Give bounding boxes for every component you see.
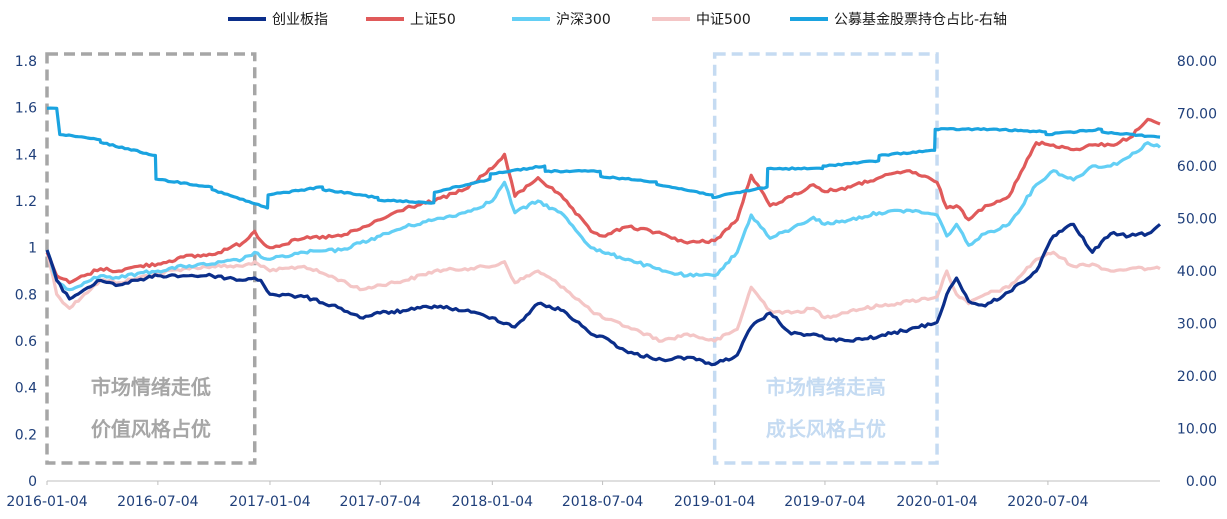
y-left-tick-label: 0.4 <box>15 381 37 397</box>
x-tick-label: 2020-01-04 <box>896 494 977 510</box>
annotation-label: 市场情绪走高 <box>766 375 886 399</box>
annotation-box <box>712 52 939 465</box>
y-right-tick-label: 10.00 <box>1177 422 1217 438</box>
y-right-tick-label: 30.00 <box>1177 317 1217 333</box>
x-tick-label: 2019-01-04 <box>674 494 755 510</box>
series-line-4 <box>46 106 1161 210</box>
y-left-tick-label: 0.2 <box>15 427 37 443</box>
x-tick-label: 2018-07-04 <box>562 494 643 510</box>
y-right-tick-label: 70.00 <box>1177 107 1217 123</box>
x-tick-label: 2019-07-04 <box>784 494 865 510</box>
y-right-tick-label: 40.00 <box>1177 264 1217 280</box>
series-line-1 <box>45 117 1161 285</box>
y-left-tick-label: 0.8 <box>15 287 37 303</box>
legend-label: 中证500 <box>696 12 751 28</box>
y-left-tick-label: 1.6 <box>15 101 37 117</box>
y-right-tick-label: 50.00 <box>1177 212 1217 228</box>
annotation-label: 价值风格占优 <box>91 417 211 441</box>
annotation-box <box>45 52 257 465</box>
legend: 创业板指 上证50 沪深300 中证500 公募基金股票持仓占比-右轴 <box>228 11 1007 28</box>
series-line-0 <box>45 222 1162 367</box>
legend-label: 创业板指 <box>272 12 328 28</box>
x-tick-label: 2017-07-04 <box>340 494 421 510</box>
x-tick-label: 2017-01-04 <box>229 494 310 510</box>
y-right-tick-label: 80.00 <box>1177 54 1217 70</box>
series-line-3 <box>45 249 1161 343</box>
x-tick-label: 2018-01-04 <box>452 494 533 510</box>
series-lines <box>45 106 1162 367</box>
y-left-tick-label: 1.2 <box>15 194 37 210</box>
y-left-tick-label: 0 <box>28 474 37 490</box>
legend-label: 沪深300 <box>556 12 611 28</box>
annotation-boxes <box>45 52 939 465</box>
legend-label: 上证50 <box>410 12 456 28</box>
y-right-tick-label: 20.00 <box>1177 369 1217 385</box>
x-tick-label: 2020-07-04 <box>1007 494 1088 510</box>
y-right-tick-label: 60.00 <box>1177 159 1217 175</box>
legend-label: 公募基金股票持仓占比-右轴 <box>834 11 1007 28</box>
series-line-2 <box>45 141 1162 292</box>
x-tick-label: 2016-07-04 <box>117 494 198 510</box>
x-tick-label: 2016-01-04 <box>6 494 87 510</box>
axes: 0 0.2 0.4 0.6 0.8 1 1.2 1.4 1.6 1.8 0.00 10.00 20.00… <box>6 54 1217 510</box>
annotation-label: 市场情绪走低 <box>91 375 211 399</box>
y-left-tick-label: 0.6 <box>15 334 37 350</box>
annotation-label: 成长风格占优 <box>766 417 886 441</box>
y-left-tick-label: 1 <box>28 241 37 257</box>
y-right-tick-label: 0.00 <box>1186 474 1217 490</box>
y-left-tick-label: 1.4 <box>15 147 37 163</box>
y-left-tick-label: 1.8 <box>15 54 37 70</box>
